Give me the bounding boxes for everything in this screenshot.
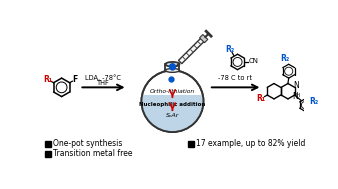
Text: Nucleophilic addition: Nucleophilic addition [139,102,206,107]
Text: R₂: R₂ [280,54,289,63]
Ellipse shape [166,62,179,67]
Text: Ortho-lithiation: Ortho-lithiation [150,89,195,94]
Ellipse shape [166,68,179,72]
Text: Transition metal free: Transition metal free [53,149,132,158]
Polygon shape [178,38,205,64]
Text: THF: THF [97,80,110,86]
Text: CN: CN [249,58,259,64]
Text: 17 example, up to 82% yield: 17 example, up to 82% yield [196,139,306,148]
Text: N: N [293,81,298,90]
Text: R₂: R₂ [225,45,235,54]
Text: N: N [292,92,298,101]
Text: R₂: R₂ [310,97,319,106]
Text: One-pot synthesis: One-pot synthesis [53,139,122,148]
Text: R₁: R₁ [257,94,266,103]
Polygon shape [199,35,208,43]
Text: F: F [72,75,78,84]
Text: H: H [296,93,300,98]
Circle shape [141,70,203,132]
Polygon shape [141,95,203,132]
Text: SₙAr: SₙAr [166,113,179,118]
Text: R₁: R₁ [44,75,53,84]
Text: -78 C to rt: -78 C to rt [218,75,252,81]
Text: LDA, -78°C: LDA, -78°C [86,74,121,81]
